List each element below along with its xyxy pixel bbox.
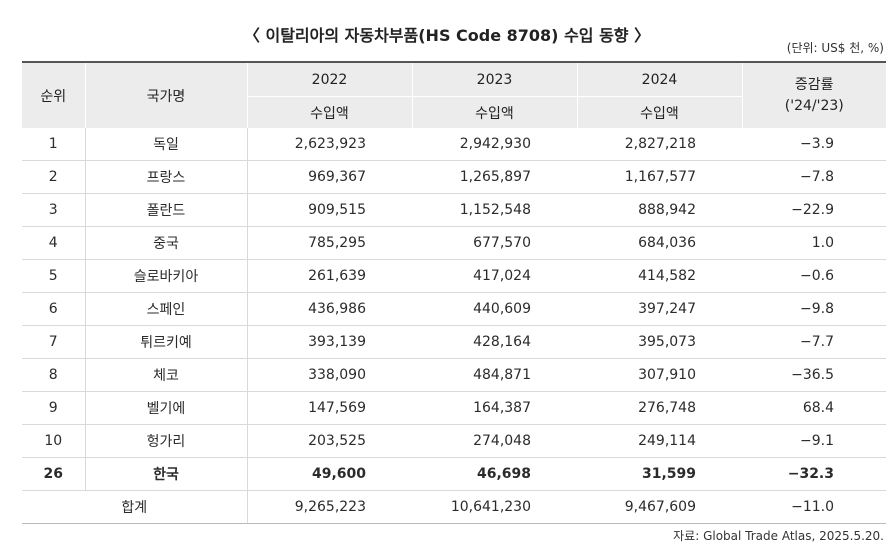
change-cell: −9.8 <box>742 292 886 326</box>
country-cell: 튀르키예 <box>84 325 247 359</box>
value-2022-cell: 203,525 <box>246 424 412 458</box>
rank-cell: 5 <box>22 259 85 293</box>
value-2024-cell: 31,599 <box>577 457 742 491</box>
rank-cell: 3 <box>22 193 85 227</box>
value-2024-cell: 414,582 <box>577 259 742 293</box>
rank-cell: 1 <box>22 128 85 161</box>
table-row: 10 헝가리 203,525 274,048 249,114 −9.1 <box>22 424 886 458</box>
header-year-2022: 2022 <box>246 61 412 97</box>
value-2024-cell: 9,467,609 <box>577 490 742 524</box>
change-cell: −3.9 <box>742 128 886 161</box>
total-label: 합계 <box>22 490 247 524</box>
rank-cell: 2 <box>22 160 85 194</box>
header-change-line1: 증감률 <box>794 76 834 93</box>
table-row: 4 중국 785,295 677,570 684,036 1.0 <box>22 226 886 260</box>
value-2022-cell: 9,265,223 <box>246 490 412 524</box>
value-2022-cell: 261,639 <box>246 259 412 293</box>
value-2022-cell: 338,090 <box>246 358 412 392</box>
value-2023-cell: 2,942,930 <box>412 128 577 161</box>
import-table: 순위 국가명 2022 2023 2024 증감률 ('24/'23) 수입액 … <box>22 61 886 524</box>
country-cell: 스페인 <box>84 292 247 326</box>
value-2023-cell: 1,152,548 <box>412 193 577 227</box>
value-2023-cell: 10,641,230 <box>412 490 577 524</box>
header-change: 증감률 ('24/'23) <box>741 61 886 128</box>
value-2023-cell: 484,871 <box>412 358 577 392</box>
rank-cell: 6 <box>22 292 85 326</box>
change-cell: −0.6 <box>742 259 886 293</box>
value-2022-cell: 969,367 <box>246 160 412 194</box>
header-year-2024: 2024 <box>576 61 742 97</box>
value-2024-cell: 1,167,577 <box>577 160 742 194</box>
table-row: 9 벨기에 147,569 164,387 276,748 68.4 <box>22 391 886 425</box>
country-cell: 체코 <box>84 358 247 392</box>
value-2024-cell: 276,748 <box>577 391 742 425</box>
header-year-2023: 2023 <box>411 61 577 97</box>
change-cell: 1.0 <box>742 226 886 260</box>
change-cell: −7.7 <box>742 325 886 359</box>
value-2022-cell: 147,569 <box>246 391 412 425</box>
value-2024-cell: 2,827,218 <box>577 128 742 161</box>
value-2023-cell: 417,024 <box>412 259 577 293</box>
table-row: 8 체코 338,090 484,871 307,910 −36.5 <box>22 358 886 392</box>
change-cell: −11.0 <box>742 490 886 524</box>
change-cell: −22.9 <box>742 193 886 227</box>
header-import-2022: 수입액 <box>246 96 412 128</box>
table-row: 5 슬로바키아 261,639 417,024 414,582 −0.6 <box>22 259 886 293</box>
value-2023-cell: 428,164 <box>412 325 577 359</box>
table-title: 〈 이탈리아의 자동차부품(HS Code 8708) 수입 동향 〉 <box>243 26 651 45</box>
change-cell: −36.5 <box>742 358 886 392</box>
change-cell: −9.1 <box>742 424 886 458</box>
value-2022-cell: 909,515 <box>246 193 412 227</box>
rank-cell: 8 <box>22 358 85 392</box>
value-2024-cell: 397,247 <box>577 292 742 326</box>
header-rank: 순위 <box>22 61 85 128</box>
value-2022-cell: 2,623,923 <box>246 128 412 161</box>
value-2022-cell: 436,986 <box>246 292 412 326</box>
country-cell: 벨기에 <box>84 391 247 425</box>
value-2023-cell: 440,609 <box>412 292 577 326</box>
value-2023-cell: 1,265,897 <box>412 160 577 194</box>
country-cell: 헝가리 <box>84 424 247 458</box>
header-change-line2: ('24/'23) <box>784 97 844 114</box>
table-row: 3 폴란드 909,515 1,152,548 888,942 −22.9 <box>22 193 886 227</box>
rank-cell: 26 <box>22 457 85 491</box>
value-2023-cell: 164,387 <box>412 391 577 425</box>
value-2023-cell: 677,570 <box>412 226 577 260</box>
value-2024-cell: 307,910 <box>577 358 742 392</box>
rank-cell: 9 <box>22 391 85 425</box>
header-country: 국가명 <box>84 61 247 128</box>
change-cell: −32.3 <box>742 457 886 491</box>
table-row: 6 스페인 436,986 440,609 397,247 −9.8 <box>22 292 886 326</box>
change-cell: −7.8 <box>742 160 886 194</box>
country-cell: 중국 <box>84 226 247 260</box>
value-2024-cell: 684,036 <box>577 226 742 260</box>
country-cell: 독일 <box>84 128 247 161</box>
value-2023-cell: 46,698 <box>412 457 577 491</box>
country-cell: 한국 <box>84 457 247 491</box>
change-cell: 68.4 <box>742 391 886 425</box>
value-2022-cell: 393,139 <box>246 325 412 359</box>
rank-cell: 10 <box>22 424 85 458</box>
value-2023-cell: 274,048 <box>412 424 577 458</box>
header-import-2023: 수입액 <box>411 96 577 128</box>
table-row: 2 프랑스 969,367 1,265,897 1,167,577 −7.8 <box>22 160 886 194</box>
total-row: 합계 9,265,223 10,641,230 9,467,609 −11.0 <box>22 490 886 524</box>
unit-note: (단위: US$ 천, %) <box>786 41 884 55</box>
source-note: 자료: Global Trade Atlas, 2025.5.20. <box>673 529 884 543</box>
table-row: 1 독일 2,623,923 2,942,930 2,827,218 −3.9 <box>22 128 886 161</box>
value-2022-cell: 785,295 <box>246 226 412 260</box>
value-2022-cell: 49,600 <box>246 457 412 491</box>
korea-row: 26 한국 49,600 46,698 31,599 −32.3 <box>22 457 886 491</box>
country-cell: 폴란드 <box>84 193 247 227</box>
rank-cell: 4 <box>22 226 85 260</box>
country-cell: 프랑스 <box>84 160 247 194</box>
value-2024-cell: 249,114 <box>577 424 742 458</box>
value-2024-cell: 395,073 <box>577 325 742 359</box>
country-cell: 슬로바키아 <box>84 259 247 293</box>
header-import-2024: 수입액 <box>576 96 742 128</box>
rank-cell: 7 <box>22 325 85 359</box>
value-2024-cell: 888,942 <box>577 193 742 227</box>
table-row: 7 튀르키예 393,139 428,164 395,073 −7.7 <box>22 325 886 359</box>
